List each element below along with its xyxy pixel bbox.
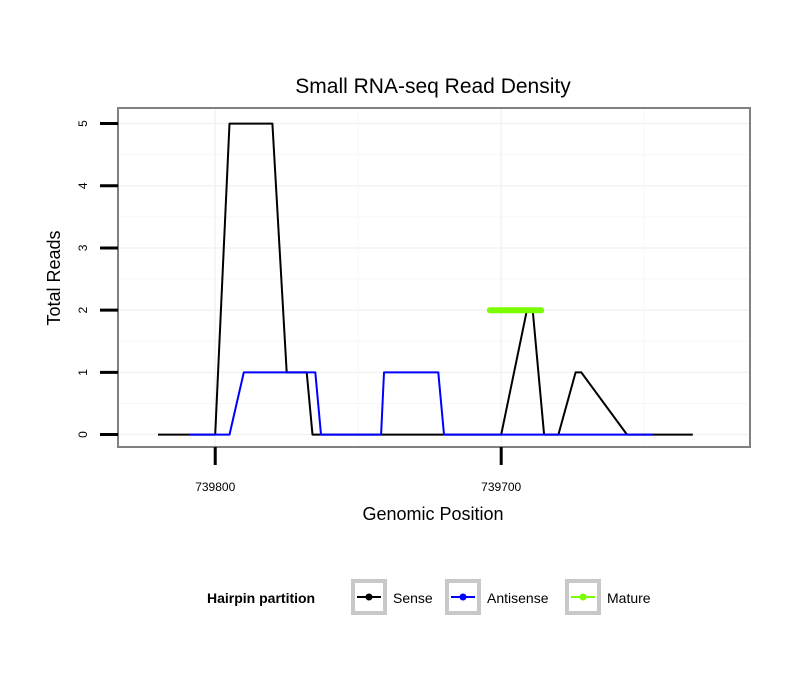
y-tick-label-3: 3	[76, 244, 90, 251]
legend: Hairpin partition Sense Antisense Mature	[207, 579, 651, 615]
legend-item-mature: Mature	[565, 579, 651, 615]
y-axis: 0 1 2 3 4 5	[76, 120, 118, 438]
plot-border	[117, 107, 751, 448]
legend-item-antisense: Antisense	[445, 579, 549, 615]
legend-dot-sense	[365, 593, 373, 601]
chart-title: Small RNA-seq Read Density	[295, 75, 571, 98]
x-axis: 739800 739700	[195, 447, 522, 494]
legend-dot-antisense	[459, 593, 467, 601]
legend-label-mature: Mature	[607, 590, 651, 606]
legend-label-sense: Sense	[393, 590, 433, 606]
x-axis-title: Genomic Position	[362, 504, 503, 524]
legend-title: Hairpin partition	[207, 590, 315, 606]
series-line-antisense	[189, 371, 653, 436]
legend-dot-mature	[579, 593, 587, 601]
x-tick-label-739800: 739800	[195, 480, 235, 494]
y-tick-label-0: 0	[76, 431, 90, 438]
plot-panel	[118, 108, 750, 447]
x-tick-label-739700: 739700	[481, 480, 521, 494]
y-tick-label-4: 4	[76, 182, 90, 189]
series-lines	[158, 122, 693, 436]
y-tick-label-5: 5	[76, 120, 90, 127]
y-axis-title: Total Reads	[44, 230, 64, 325]
legend-label-antisense: Antisense	[487, 590, 549, 606]
y-tick-label-1: 1	[76, 369, 90, 376]
legend-item-sense: Sense	[351, 579, 433, 615]
y-tick-label-2: 2	[76, 306, 90, 313]
